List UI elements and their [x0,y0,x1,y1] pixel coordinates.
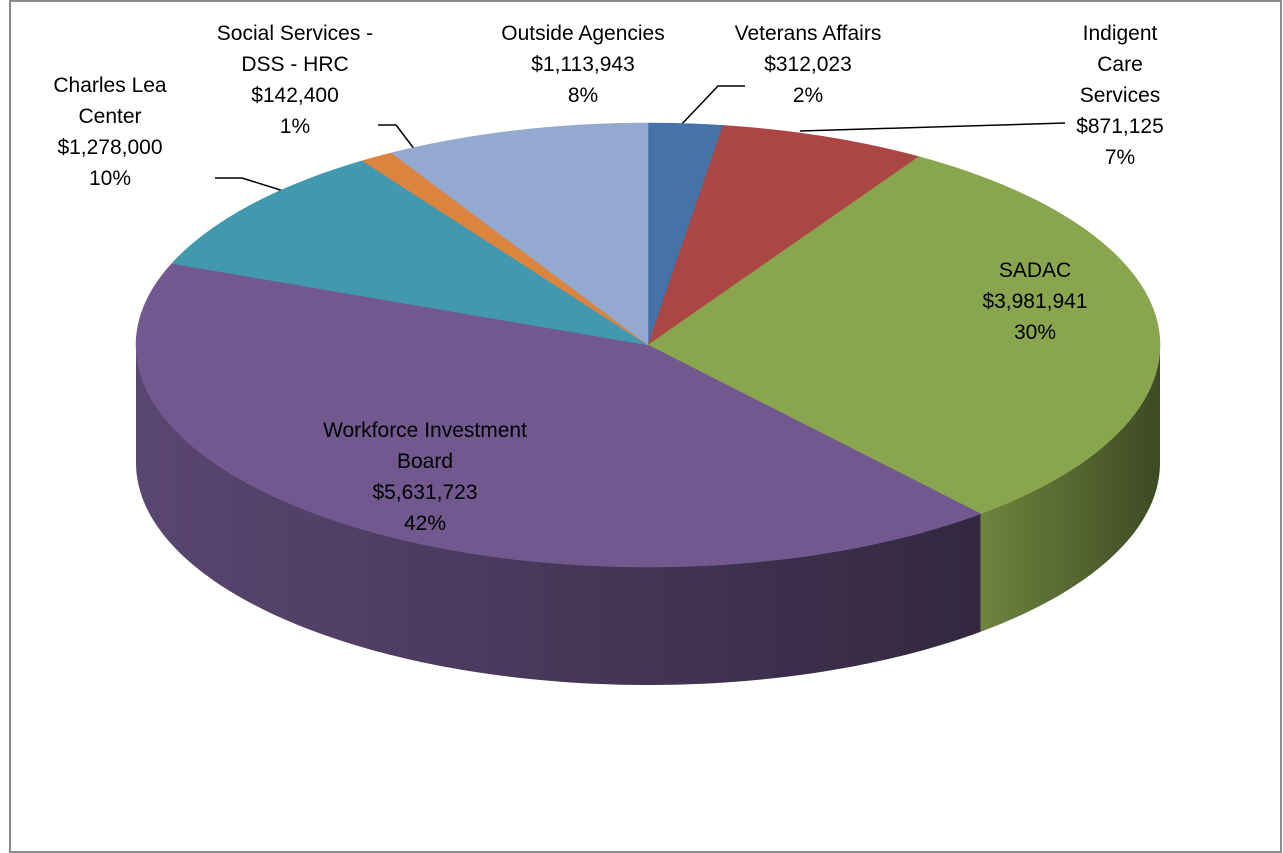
slice-label: Veterans Affairs $312,023 2% [688,18,928,111]
pie-slice-side [136,345,981,685]
pie-slice [171,160,649,346]
percent-label: 42% [403,512,447,535]
slice-label: SADAC $3,981,941 30% [960,255,1110,348]
percent-label: 7% [1104,146,1136,169]
leader-line [215,177,291,194]
value-label: $3,981,941 [982,290,1088,313]
pie-slice-side [980,345,1160,632]
category-label: SADAC [998,259,1072,282]
percent-label: 2% [792,84,824,107]
pie-slice [390,122,649,346]
percent-label: 10% [88,167,132,190]
category-label: Outside Agencies [501,22,665,45]
slice-label: Indigent Care Services $871,125 7% [1060,18,1180,173]
slice-label: Workforce Investment Board $5,631,723 42% [320,415,530,539]
value-label: $5,631,723 [372,481,478,504]
leader-line [378,124,416,151]
category-label: Charles Lea Center [53,74,167,128]
percent-label: 30% [1013,321,1057,344]
slice-label: Charles Lea Center $1,278,000 10% [40,70,180,194]
pie-slice [647,156,1161,515]
value-label: $142,400 [251,84,339,107]
category-label: Indigent Care Services [1079,22,1161,107]
pie-slice [647,125,920,346]
category-label: Social Services - DSS - HRC [216,22,374,76]
chart-border [9,0,1282,853]
slice-label: Outside Agencies $1,113,943 8% [458,18,708,111]
value-label: $1,278,000 [57,136,163,159]
percent-label: 1% [279,115,311,138]
category-label: Workforce Investment Board [323,419,527,473]
leader-line [799,122,1066,132]
value-label: $871,125 [1076,115,1164,138]
pie-slice [135,263,982,568]
leader-line [679,85,745,127]
slice-label: Social Services - DSS - HRC $142,400 1% [200,18,390,142]
percent-label: 8% [567,84,599,107]
category-label: Veterans Affairs [734,22,882,45]
value-label: $312,023 [764,53,852,76]
value-label: $1,113,943 [531,53,635,76]
